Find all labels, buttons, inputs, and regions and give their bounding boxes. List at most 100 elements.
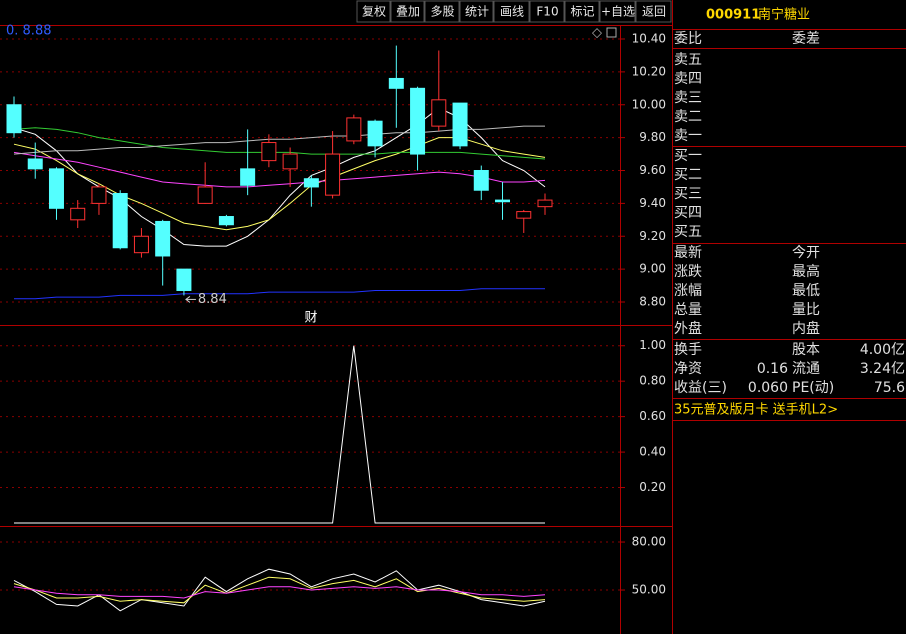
stat-label: 最新 bbox=[674, 245, 702, 261]
candle-body bbox=[452, 102, 468, 147]
candle-body bbox=[346, 117, 362, 142]
candle-body bbox=[91, 186, 107, 204]
toolbar-label[interactable]: 统计 bbox=[465, 5, 489, 19]
low-arrow-head bbox=[185, 296, 191, 303]
fund-value: 3.24亿 bbox=[860, 361, 905, 377]
candle-body bbox=[218, 216, 234, 226]
y-tick-label: 9.80 bbox=[639, 130, 666, 144]
y-tick-label: 1.00 bbox=[639, 338, 666, 352]
candle-body bbox=[27, 158, 43, 170]
toolbar-button[interactable] bbox=[493, 0, 530, 23]
buy-label: 买五 bbox=[674, 224, 702, 240]
candle-body bbox=[155, 220, 171, 257]
stat-label: 今开 bbox=[792, 245, 820, 261]
toolbar-button[interactable] bbox=[356, 0, 391, 23]
stat-label: 涨跌 bbox=[674, 264, 702, 280]
stat-label: 量比 bbox=[792, 302, 820, 318]
toolbar-label[interactable]: 多股 bbox=[430, 5, 454, 19]
candle-body bbox=[133, 235, 149, 254]
toolbar-button[interactable] bbox=[424, 0, 460, 23]
stat-label: 总量 bbox=[674, 302, 702, 318]
fund-value: 75.6 bbox=[874, 380, 905, 396]
ad-link[interactable]: 35元普及版月卡 送手机L2> bbox=[674, 403, 838, 418]
toolbar-button[interactable] bbox=[459, 0, 494, 23]
candle-body bbox=[473, 170, 489, 191]
y-tick-label: 0.20 bbox=[639, 480, 666, 494]
label: 委比 bbox=[674, 31, 702, 47]
sell-label: 卖三 bbox=[674, 90, 702, 106]
toolbar-label[interactable]: 画线 bbox=[500, 5, 524, 19]
candle-body bbox=[240, 168, 256, 186]
y-tick-label: 10.40 bbox=[632, 32, 666, 46]
candle-body bbox=[6, 104, 22, 134]
indicator-line bbox=[13, 576, 546, 604]
fund-label: PE(动) bbox=[792, 380, 834, 396]
stock-name: 南宁糖业 bbox=[758, 7, 810, 23]
fund-value: 0.16 bbox=[757, 361, 788, 377]
ma-label: 0. 8.88 bbox=[6, 24, 51, 39]
indicator-line bbox=[13, 586, 546, 599]
toolbar-button[interactable] bbox=[599, 0, 636, 23]
fund-label: 净资 bbox=[674, 361, 702, 377]
candle-body bbox=[282, 153, 298, 170]
candle-body bbox=[303, 178, 319, 188]
indicator-line bbox=[14, 345, 545, 524]
candle-body bbox=[112, 193, 128, 249]
fund-label: 股本 bbox=[792, 342, 820, 358]
stat-label: 外盘 bbox=[674, 320, 702, 337]
toolbar-button[interactable] bbox=[390, 0, 425, 23]
stat-label: 最低 bbox=[792, 283, 820, 299]
indicator-line bbox=[13, 151, 546, 188]
toolbar-button[interactable] bbox=[564, 0, 600, 23]
y-tick-label: 10.00 bbox=[632, 97, 666, 111]
fund-value: 0.060 bbox=[748, 380, 788, 396]
y-tick-label: 10.20 bbox=[632, 64, 666, 78]
toolbar-label[interactable]: F10 bbox=[536, 5, 558, 19]
fund-label: 流通 bbox=[792, 361, 820, 377]
toolbar-label[interactable]: 返回 bbox=[642, 5, 666, 19]
candle-body bbox=[197, 186, 213, 204]
sell-label: 卖二 bbox=[674, 109, 702, 125]
indicator-line bbox=[14, 288, 545, 300]
toolbar-button[interactable] bbox=[529, 0, 565, 23]
event-mark[interactable]: 财 bbox=[304, 311, 317, 326]
y-tick-label: 9.20 bbox=[639, 229, 666, 243]
buy-label: 买二 bbox=[674, 167, 702, 183]
buy-label: 买一 bbox=[674, 148, 702, 164]
label: 委差 bbox=[792, 31, 820, 47]
indicator-line bbox=[13, 127, 546, 160]
candle-body bbox=[48, 168, 64, 209]
sell-label: 卖一 bbox=[674, 128, 702, 144]
icon[interactable]: ◇ bbox=[592, 26, 602, 41]
candle-body bbox=[70, 207, 86, 221]
toolbar-label[interactable]: +自选 bbox=[601, 5, 635, 19]
y-tick-label: 0.60 bbox=[639, 409, 666, 423]
candle-body bbox=[495, 199, 511, 203]
candle-body bbox=[537, 199, 553, 208]
stock-code: 000911 bbox=[706, 8, 760, 23]
stat-label: 最高 bbox=[792, 263, 820, 280]
candle-body bbox=[176, 268, 192, 291]
buy-label: 买四 bbox=[674, 205, 702, 221]
y-tick-label: 0.80 bbox=[639, 374, 666, 388]
sell-label: 卖四 bbox=[674, 71, 702, 87]
y-tick-label: 80.00 bbox=[632, 535, 666, 549]
toolbar-label[interactable]: 复权 bbox=[362, 5, 386, 19]
toolbar-label[interactable]: 叠加 bbox=[396, 5, 420, 19]
toolbar-label[interactable]: 标记 bbox=[570, 5, 594, 19]
stat-label: 涨幅 bbox=[674, 283, 702, 299]
y-tick-label: 50.00 bbox=[632, 583, 666, 597]
fund-label: 收益(三) bbox=[674, 380, 727, 396]
fund-value: 4.00亿 bbox=[860, 342, 905, 358]
y-tick-label: 0.40 bbox=[639, 445, 666, 459]
candle-body bbox=[388, 77, 404, 89]
candle-body bbox=[431, 99, 447, 127]
candle-body bbox=[261, 142, 277, 162]
y-tick-label: 8.80 bbox=[639, 295, 666, 309]
stat-label: 内盘 bbox=[792, 320, 820, 337]
toolbar-button[interactable] bbox=[635, 0, 672, 23]
icon[interactable] bbox=[606, 27, 617, 38]
